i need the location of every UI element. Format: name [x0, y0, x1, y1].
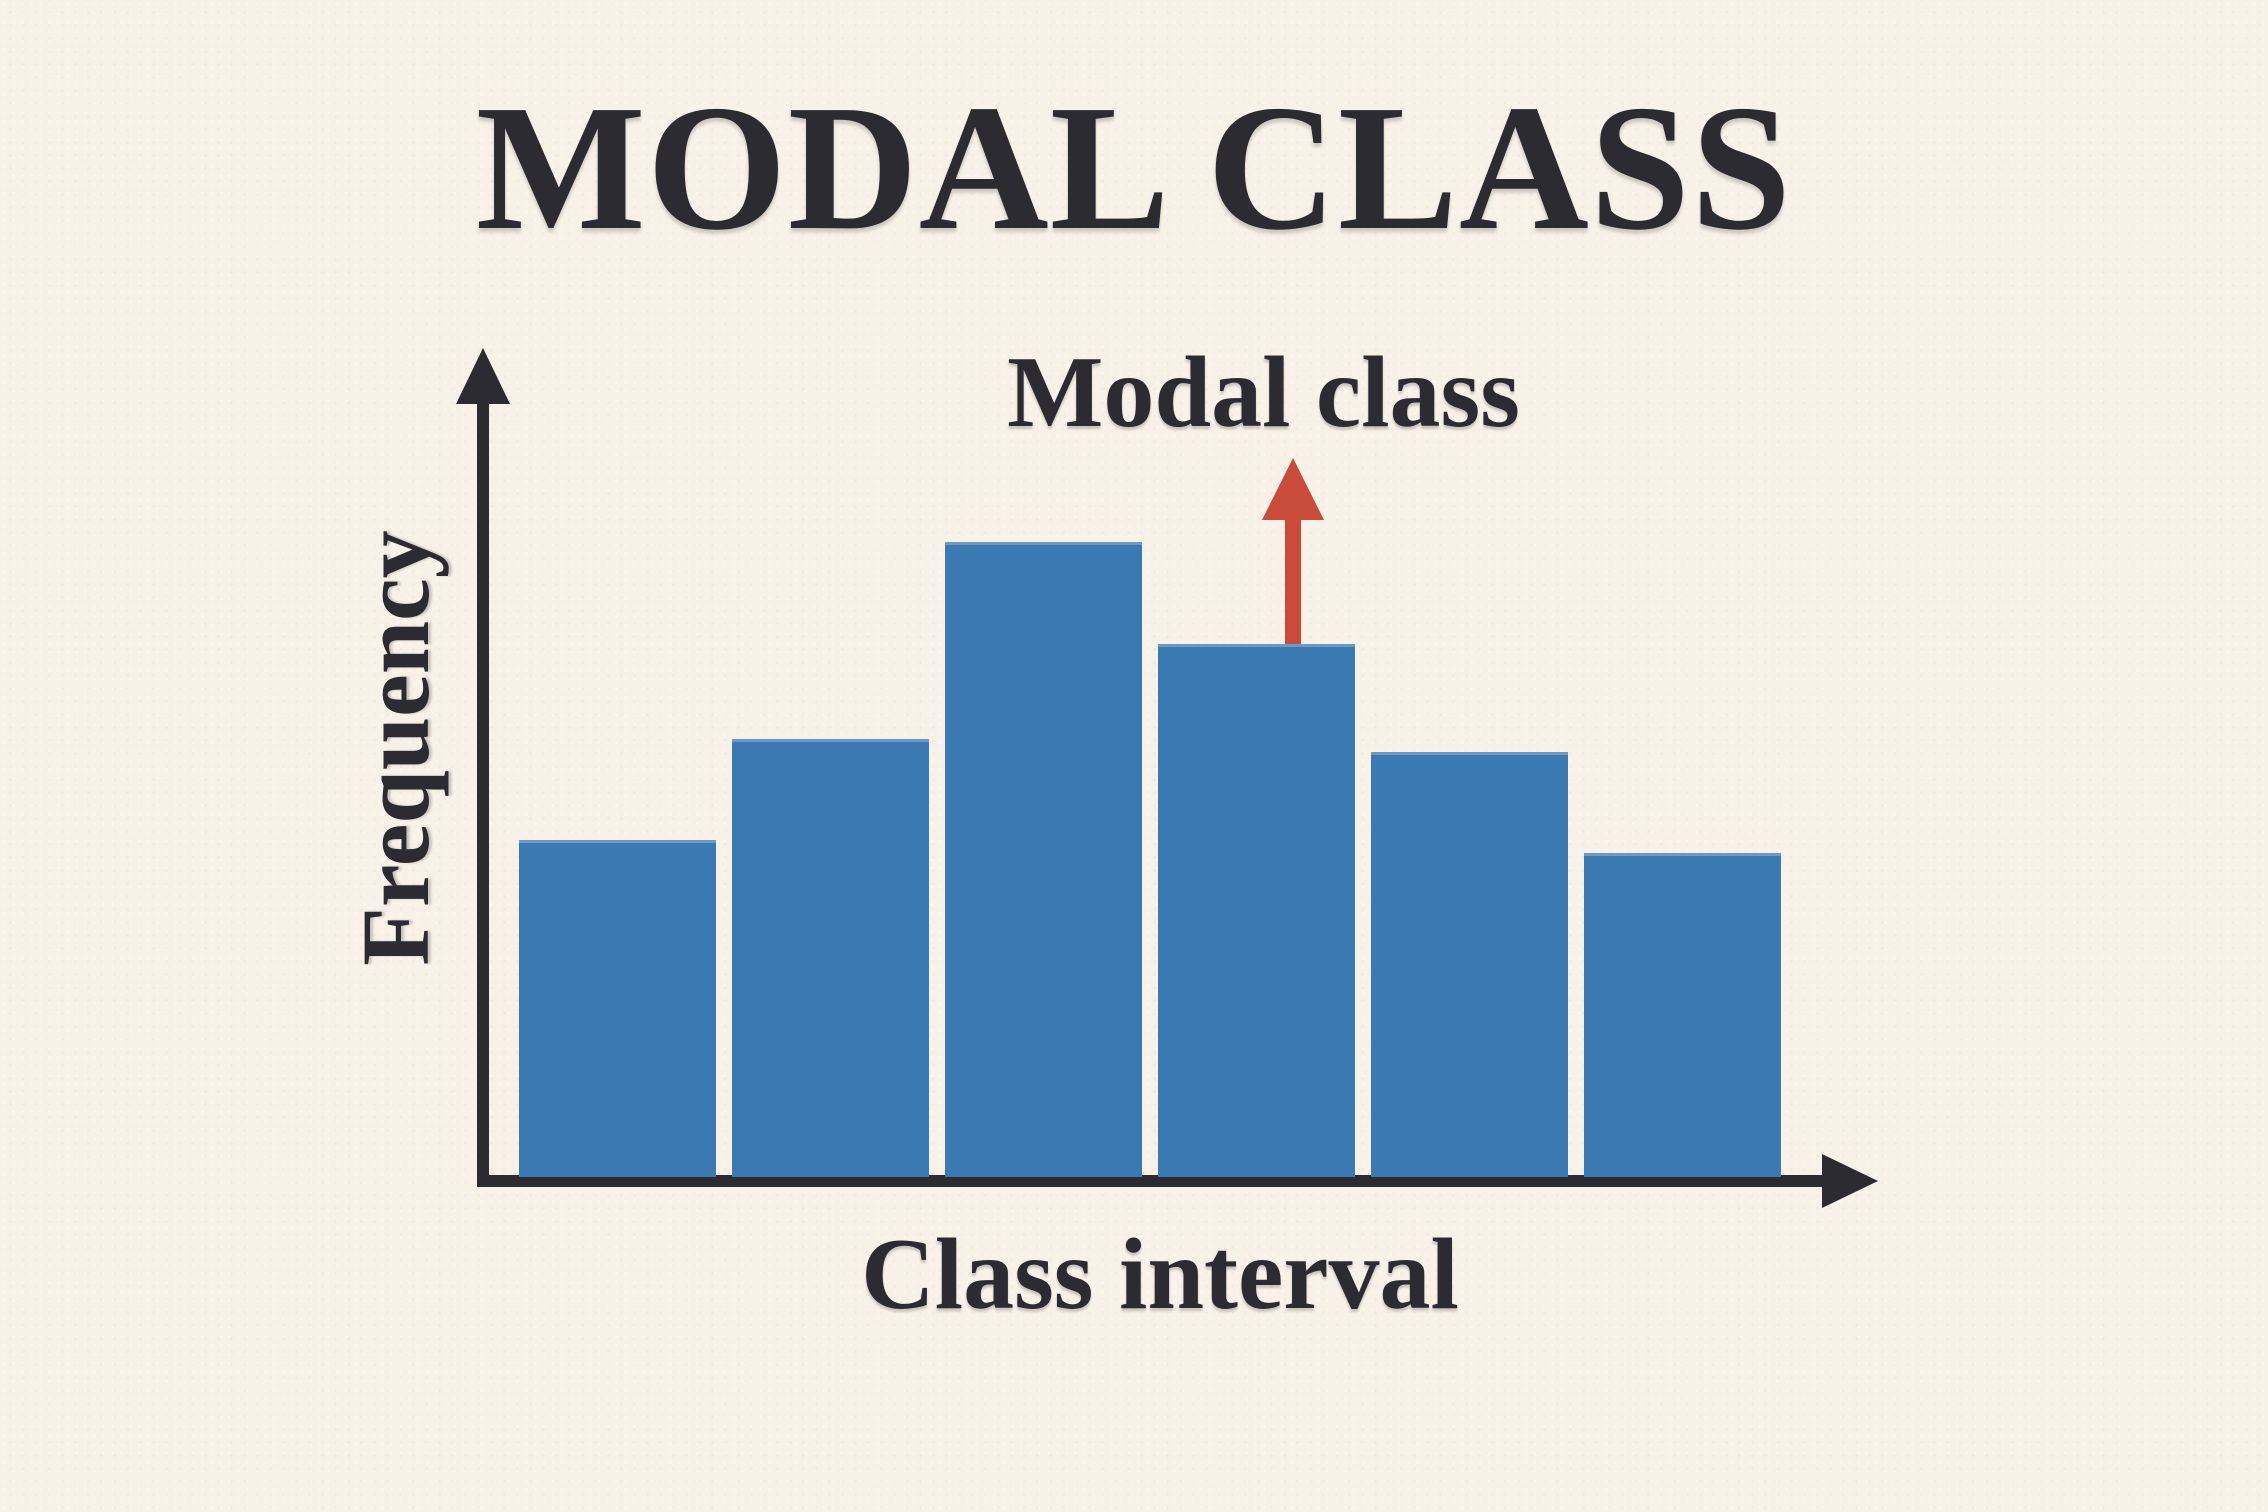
y-axis-line	[477, 390, 489, 1187]
bar-5	[1371, 752, 1568, 1177]
modal-class-arrow-tail	[1284, 518, 1301, 644]
y-axis-arrowhead-icon	[456, 348, 510, 404]
bar-3	[945, 542, 1142, 1177]
bar-6	[1584, 853, 1781, 1177]
bar-4	[1158, 644, 1355, 1177]
bar-2	[732, 739, 929, 1177]
x-axis-arrowhead-icon	[1822, 1154, 1878, 1208]
x-axis-line	[477, 1175, 1845, 1187]
y-axis-label: Frequency	[342, 530, 449, 966]
bar-1	[519, 840, 716, 1177]
page-title: MODAL CLASS	[475, 68, 1793, 267]
modal-class-label: Modal class	[1007, 336, 1520, 449]
x-axis-label: Class interval	[861, 1218, 1459, 1331]
modal-class-arrow-icon	[1261, 458, 1324, 520]
